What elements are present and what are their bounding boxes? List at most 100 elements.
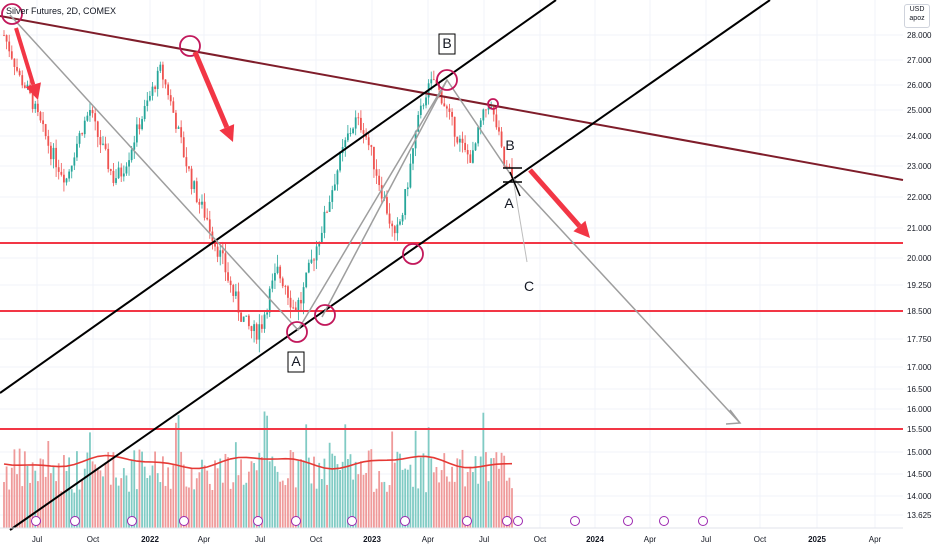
volume-bar — [34, 470, 37, 528]
event-marker — [127, 516, 137, 526]
volume-bar — [146, 477, 149, 528]
candle-body — [224, 253, 227, 273]
event-marker — [400, 516, 410, 526]
candle-body — [474, 143, 477, 151]
volume-bar — [182, 464, 185, 528]
candle-body — [232, 285, 235, 296]
price-tick-label: 23.000 — [907, 162, 932, 171]
candle-body — [159, 64, 162, 71]
candle-body — [42, 120, 44, 125]
volume-bar — [404, 468, 407, 528]
volume-bar — [247, 471, 250, 528]
volume-bar — [151, 465, 154, 528]
event-marker — [179, 516, 189, 526]
candle-body — [370, 145, 373, 147]
volume-bar — [109, 484, 112, 528]
marker-line — [509, 171, 521, 197]
candle-body — [49, 145, 52, 160]
volume-bar — [352, 479, 354, 528]
candle-body — [315, 246, 318, 261]
volume-bar — [143, 466, 146, 528]
volume-bar — [78, 489, 81, 528]
volume-bar — [55, 481, 58, 528]
volume-bar — [214, 460, 216, 528]
volume-bar — [175, 422, 177, 528]
candle-body — [128, 160, 130, 167]
volume-bar — [508, 477, 511, 528]
volume-bar — [500, 452, 503, 528]
volume-bar — [307, 457, 310, 528]
volume-bar — [289, 450, 292, 528]
candle-body — [466, 149, 469, 155]
candle-body — [86, 115, 89, 121]
volume-bar — [206, 470, 209, 528]
volume-bar — [274, 466, 276, 528]
candle-body — [346, 133, 349, 141]
volume-bar — [185, 486, 188, 528]
candle-body — [23, 85, 26, 88]
volume-bar — [445, 476, 448, 528]
price-axis[interactable]: 28.000 27.000 26.000 25.000 24.000 23.000 22.0… — [907, 31, 932, 520]
event-marker — [291, 516, 301, 526]
candle-body — [354, 117, 357, 129]
candle-body — [318, 242, 321, 247]
currency-label: USD — [909, 6, 925, 13]
chart-title: Silver Futures, 2D, COMEX — [6, 6, 117, 16]
volume-bar — [430, 458, 433, 528]
volume-bar — [135, 489, 138, 528]
time-tick-label: 2023 — [363, 535, 381, 544]
chart-grid — [0, 0, 903, 528]
currency-unit-button[interactable]: USD apoz — [904, 4, 930, 28]
candle-body — [498, 127, 500, 132]
candle-body — [138, 124, 141, 130]
volume-bar — [250, 461, 253, 528]
volume-bar — [281, 480, 284, 528]
candle-body — [349, 133, 352, 134]
volume-bar — [396, 451, 399, 528]
candle-body — [401, 215, 404, 222]
event-marker — [513, 516, 523, 526]
volume-bar — [479, 456, 482, 528]
candle-body — [456, 136, 459, 143]
time-tick-label: Apr — [422, 535, 435, 544]
candle-body — [302, 287, 305, 304]
volume-bar — [122, 468, 125, 528]
volume-bar — [211, 489, 214, 528]
volume-bar — [42, 459, 44, 528]
price-tick-label: 17.000 — [907, 363, 932, 372]
volume-bar — [76, 451, 78, 528]
event-marker — [623, 516, 633, 526]
candle-body — [73, 157, 76, 166]
volume-bar — [234, 442, 237, 528]
volume-bar — [39, 458, 42, 528]
candle-body — [216, 246, 219, 257]
candle-body — [96, 121, 99, 137]
volume-bar — [378, 471, 381, 528]
volume-bar — [190, 469, 193, 528]
volume-bar — [266, 415, 269, 528]
candle-body — [432, 79, 435, 81]
volume-bar — [201, 459, 203, 528]
volume-bar — [344, 424, 347, 528]
candle-body — [305, 272, 308, 288]
candle-body — [451, 111, 453, 117]
candle-body — [188, 166, 190, 169]
resistance-trendline — [0, 15, 904, 181]
volume-bar — [469, 466, 472, 528]
time-axis[interactable]: Jul Oct 2022 Apr Jul Oct 2023 Apr Jul Oct 2024 Apr J… — [0, 527, 903, 544]
candle-body — [164, 79, 167, 85]
volume-bar — [52, 466, 55, 528]
wave-label-box — [287, 351, 305, 373]
volume-bar — [495, 452, 498, 528]
volume-bar — [138, 449, 141, 528]
candle-body — [81, 133, 84, 135]
time-tick-label: Oct — [310, 535, 323, 544]
price-tick-label: 28.000 — [907, 31, 932, 40]
volume-bar — [388, 485, 391, 528]
event-marker — [659, 516, 669, 526]
volume-bar — [383, 481, 386, 528]
candle-body — [375, 169, 378, 176]
volume-bar — [451, 466, 453, 528]
pivot-circle — [1, 3, 23, 25]
